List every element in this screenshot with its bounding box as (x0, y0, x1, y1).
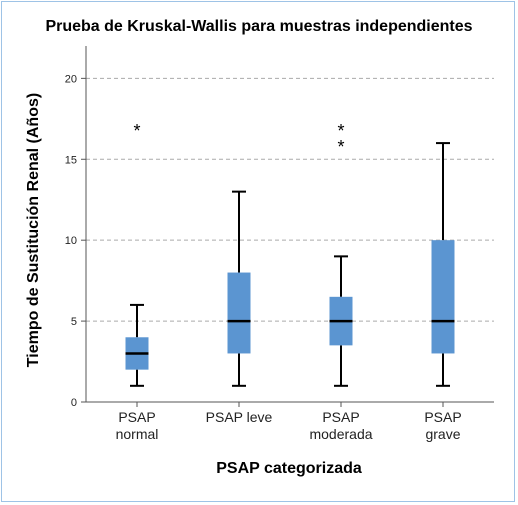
box-iqr (227, 272, 251, 354)
outlier-marker: * (337, 121, 344, 141)
y-tick-label: 0 (71, 397, 77, 409)
outlier-marker: * (133, 121, 140, 141)
x-category-label: PSAP leve (206, 409, 273, 425)
chart-title: Prueba de Kruskal-Wallis para muestras i… (45, 18, 473, 35)
x-category-label-line: normal (116, 426, 159, 442)
outlier-marker: * (337, 137, 344, 157)
x-axis-label: PSAP categorizada (216, 460, 362, 477)
x-category-label: PSAP grave (424, 409, 461, 442)
x-category-label-line: PSAP leve (206, 409, 273, 425)
x-category-label-line: moderada (309, 426, 372, 442)
x-category-label-line: PSAP (322, 409, 359, 425)
x-category-label-line: PSAP (118, 409, 155, 425)
x-category-label: PSAP moderada (309, 409, 372, 442)
box-iqr (431, 240, 455, 354)
x-category-label-line: grave (425, 426, 460, 442)
y-tick-label: 5 (71, 316, 77, 328)
y-tick-label: 20 (65, 73, 77, 85)
x-category-label: PSAP normal (116, 409, 159, 442)
y-tick-label: 15 (65, 154, 77, 166)
x-category-label-line: PSAP (424, 409, 461, 425)
y-tick-label: 10 (65, 235, 77, 247)
